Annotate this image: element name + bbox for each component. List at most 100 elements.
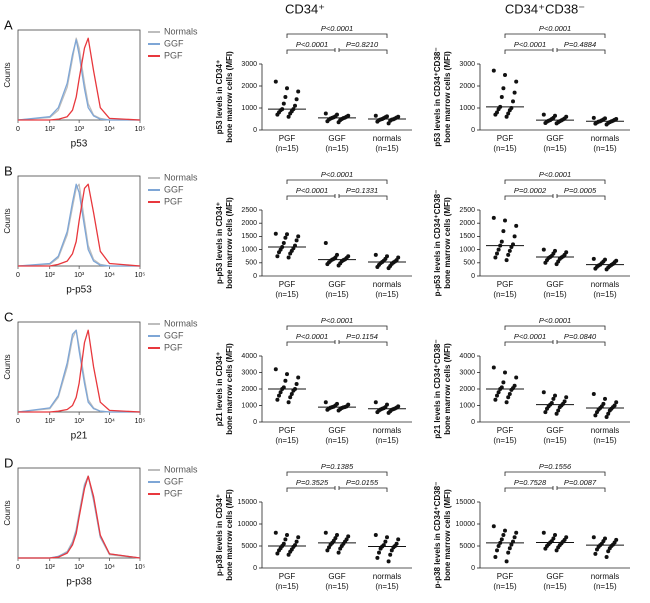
data-point — [506, 111, 511, 116]
legend-label: Normals — [164, 172, 198, 182]
data-point — [545, 406, 549, 411]
panel-label: A — [4, 17, 13, 32]
histogram-curve — [17, 39, 140, 121]
data-point — [325, 119, 330, 124]
data-point — [377, 550, 381, 555]
data-point — [603, 396, 607, 401]
p-value: P<0.0001 — [321, 170, 353, 179]
plot-frame — [17, 29, 141, 121]
data-point — [323, 241, 328, 245]
data-point — [285, 533, 289, 537]
data-point — [493, 112, 498, 117]
p-value: P=0.0087 — [564, 478, 597, 487]
data-point — [296, 234, 301, 239]
category-label: normals — [373, 134, 401, 143]
p-value: P=0.0005 — [564, 186, 597, 195]
data-point — [606, 411, 611, 416]
comparison-bar — [286, 194, 388, 200]
category-n: (n=15) — [275, 582, 299, 591]
category-n: (n=15) — [593, 436, 617, 445]
p-value: P=0.0155 — [346, 478, 379, 487]
comparison-bar — [504, 471, 606, 476]
comparison-bar — [504, 325, 606, 330]
x-axis-label: p-p38 — [66, 577, 92, 588]
data-point — [507, 546, 512, 551]
y-tick-label: 5000 — [241, 543, 257, 550]
data-point — [564, 395, 569, 400]
comparison-bar — [286, 340, 388, 346]
y-tick-label: 1000 — [241, 105, 257, 112]
data-point — [543, 410, 548, 415]
data-point — [493, 255, 498, 260]
data-point — [499, 239, 504, 244]
y-tick-label: 500 — [245, 260, 257, 267]
legend-label: GGF — [164, 184, 184, 194]
data-point — [277, 250, 281, 255]
y-axis-label: p-p53 levels in CD34⁺ — [215, 202, 224, 284]
data-point — [493, 397, 498, 402]
x-axis-label: p-p53 — [66, 285, 92, 296]
data-point — [386, 266, 391, 271]
data-point — [556, 545, 561, 550]
data-point — [496, 107, 501, 112]
data-point — [291, 388, 296, 393]
y-tick-label: 0 — [253, 565, 257, 572]
category-label: PGF — [497, 572, 514, 581]
p-value: P<0.0001 — [321, 316, 353, 325]
data-point — [386, 121, 391, 126]
y-tick-label: 0 — [471, 127, 475, 134]
data-point — [506, 252, 511, 257]
data-point — [504, 258, 509, 263]
y-axis-label: Counts — [3, 500, 12, 525]
y-axis-label: Counts — [3, 354, 12, 379]
data-point — [503, 528, 507, 533]
data-point — [373, 400, 378, 405]
data-point — [501, 229, 506, 234]
data-point — [491, 215, 496, 220]
y-tick-label: 2500 — [241, 207, 257, 214]
data-point — [501, 86, 506, 91]
category-n: (n=15) — [493, 582, 517, 591]
data-point — [281, 241, 286, 245]
category-label: normals — [373, 280, 401, 289]
data-point — [503, 218, 507, 223]
y-tick-label: 3000 — [241, 369, 257, 376]
histogram-curve — [17, 329, 140, 413]
data-point — [496, 247, 501, 252]
data-point — [285, 232, 289, 237]
category-n: (n=15) — [493, 290, 517, 299]
data-point — [504, 559, 509, 564]
data-point — [335, 533, 339, 537]
p-value: P=0.1154 — [346, 332, 378, 341]
data-point — [386, 559, 391, 564]
category-label: normals — [591, 572, 619, 581]
data-point — [512, 535, 517, 540]
x-tick-label: 10³ — [74, 126, 85, 133]
y-tick-label: 1000 — [241, 246, 257, 253]
data-point — [278, 390, 283, 395]
category-n: (n=15) — [543, 290, 567, 299]
data-point — [323, 111, 328, 116]
data-point — [501, 533, 506, 537]
p-value: P=0.0002 — [514, 186, 547, 195]
histogram-curve — [17, 329, 140, 413]
comparison-bar — [286, 48, 388, 54]
data-point — [504, 400, 509, 405]
comparison-bar — [286, 179, 388, 184]
data-point — [509, 542, 514, 547]
data-point — [595, 410, 599, 415]
x-tick-label: 0 — [16, 126, 20, 133]
y-axis-label: bone marrow cells (MFI) — [443, 489, 452, 581]
data-point — [554, 548, 559, 553]
data-point — [496, 544, 501, 548]
y-tick-label: 2000 — [459, 220, 475, 227]
x-tick-label: 10⁴ — [104, 126, 115, 133]
legend-label: Normals — [164, 464, 198, 474]
legend-label: GGF — [164, 38, 184, 48]
x-tick-label: 10⁵ — [135, 272, 146, 279]
y-tick-label: 3000 — [459, 369, 475, 376]
data-point — [325, 548, 330, 553]
data-point — [325, 407, 330, 412]
y-tick-label: 0 — [253, 273, 257, 280]
x-axis-label: p53 — [71, 139, 88, 150]
